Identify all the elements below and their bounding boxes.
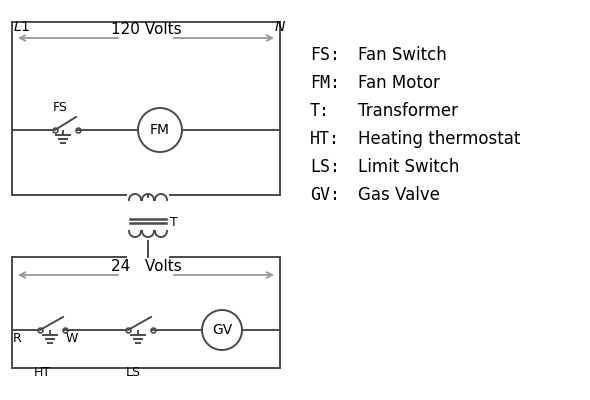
Text: GV: GV — [212, 323, 232, 337]
Text: W: W — [66, 332, 78, 345]
Text: LS: LS — [126, 366, 140, 379]
Text: R: R — [13, 332, 22, 345]
Text: HT: HT — [34, 366, 51, 379]
Text: 120 Volts: 120 Volts — [111, 22, 181, 37]
Text: LS:: LS: — [310, 158, 340, 176]
Text: Heating thermostat: Heating thermostat — [358, 130, 520, 148]
Text: 24   Volts: 24 Volts — [111, 259, 181, 274]
Text: GV:: GV: — [310, 186, 340, 204]
Text: FM: FM — [150, 123, 170, 137]
Text: T:: T: — [310, 102, 330, 120]
Text: Gas Valve: Gas Valve — [358, 186, 440, 204]
Text: FM:: FM: — [310, 74, 340, 92]
Text: Limit Switch: Limit Switch — [358, 158, 460, 176]
Text: Fan Switch: Fan Switch — [358, 46, 447, 64]
Text: Transformer: Transformer — [358, 102, 458, 120]
Text: T: T — [170, 216, 178, 228]
Text: $\mathit{N}$: $\mathit{N}$ — [274, 20, 286, 34]
Text: Fan Motor: Fan Motor — [358, 74, 440, 92]
Text: FS:: FS: — [310, 46, 340, 64]
Text: FS: FS — [53, 101, 68, 114]
Text: HT:: HT: — [310, 130, 340, 148]
Text: $\mathit{L1}$: $\mathit{L1}$ — [13, 20, 30, 34]
